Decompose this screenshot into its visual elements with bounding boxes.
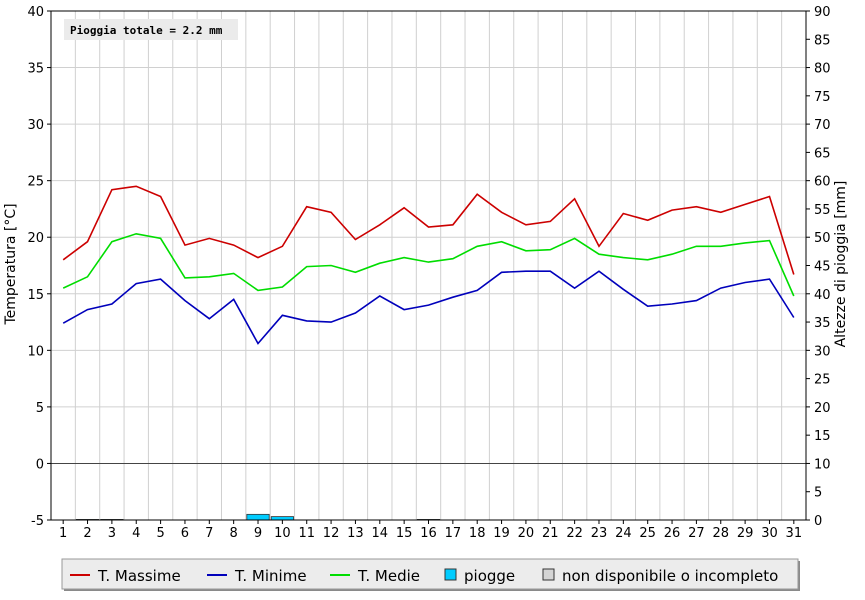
y2-tick-label: 80 xyxy=(814,62,831,77)
x-tick-label: 5 xyxy=(156,526,164,541)
annotation: Pioggia totale = 2.2 mm xyxy=(64,19,238,40)
y-tick-label: -5 xyxy=(31,514,44,529)
plot-area: -505101520253035400510152025303540455055… xyxy=(27,5,830,541)
legend-swatch-box xyxy=(444,568,457,581)
x-tick-label: 20 xyxy=(518,526,535,541)
y2-tick-label: 75 xyxy=(814,90,831,105)
x-tick-label: 19 xyxy=(493,526,510,541)
x-tick-label: 13 xyxy=(347,526,364,541)
y-axis-title: Temperatura [°C] xyxy=(3,203,19,325)
annotation-box xyxy=(64,19,238,40)
series-line-t-medie xyxy=(62,232,795,297)
x-tick-label: 17 xyxy=(445,526,462,541)
x-tick-label: 25 xyxy=(639,526,656,541)
y2-tick-label: 40 xyxy=(814,288,831,303)
x-tick-label: 10 xyxy=(274,526,291,541)
x-tick-label: 2 xyxy=(83,526,91,541)
y-tick-label: 15 xyxy=(27,288,44,303)
y2-tick-label: 90 xyxy=(814,5,831,20)
x-tick-label: 26 xyxy=(664,526,681,541)
y-tick-label: 25 xyxy=(27,175,44,190)
x-tick-label: 31 xyxy=(786,526,803,541)
y2-axis-title: Altezze di pioggia [mm] xyxy=(833,181,849,348)
x-tick-label: 24 xyxy=(615,526,632,541)
series-line-t-massime xyxy=(62,185,795,275)
y2-tick-label: 85 xyxy=(814,33,831,48)
x-tick-label: 15 xyxy=(396,526,413,541)
x-tick-label: 27 xyxy=(688,526,705,541)
y2-tick-label: 0 xyxy=(814,514,822,529)
legend-item-label: T. Massime xyxy=(97,567,181,585)
y2-tick-label: 35 xyxy=(814,316,831,331)
x-tick-label: 16 xyxy=(420,526,437,541)
legend-item-label: T. Medie xyxy=(357,567,420,585)
rain-bar xyxy=(270,516,294,521)
x-tick-label: 29 xyxy=(737,526,754,541)
x-tick-label: 28 xyxy=(712,526,729,541)
y2-tick-label: 10 xyxy=(814,457,831,472)
y-tick-label: 30 xyxy=(27,118,44,133)
y2-tick-label: 25 xyxy=(814,373,831,388)
x-tick-label: 12 xyxy=(323,526,340,541)
legend-item-label: piogge xyxy=(464,567,515,585)
y2-tick-label: 30 xyxy=(814,344,831,359)
legend: T. Massime T. Minime T. Medie piogge non dis… xyxy=(61,558,800,591)
series-line-t-minime xyxy=(62,270,795,345)
x-tick-label: 18 xyxy=(469,526,486,541)
x-tick-label: 3 xyxy=(108,526,116,541)
y2-tick-label: 50 xyxy=(814,231,831,246)
y-tick-label: 10 xyxy=(27,344,44,359)
y2-tick-label: 15 xyxy=(814,429,831,444)
x-tick-label: 8 xyxy=(230,526,238,541)
y2-tick-label: 45 xyxy=(814,260,831,275)
y-tick-label: 0 xyxy=(36,457,44,472)
x-tick-label: 7 xyxy=(205,526,213,541)
x-tick-label: 21 xyxy=(542,526,559,541)
x-tick-label: 9 xyxy=(254,526,262,541)
y2-tick-label: 55 xyxy=(814,203,831,218)
y2-tick-label: 5 xyxy=(814,486,822,501)
x-tick-label: 23 xyxy=(591,526,608,541)
legend-swatch-box xyxy=(542,568,555,581)
legend-item-label: T. Minime xyxy=(234,567,307,585)
legend-box xyxy=(61,558,799,590)
y2-tick-label: 70 xyxy=(814,118,831,133)
x-tick-label: 22 xyxy=(566,526,583,541)
y-tick-label: 40 xyxy=(27,5,44,20)
y2-tick-label: 60 xyxy=(814,175,831,190)
y2-tick-label: 65 xyxy=(814,146,831,161)
x-tick-label: 4 xyxy=(132,526,140,541)
x-tick-label: 6 xyxy=(181,526,189,541)
x-tick-label: 30 xyxy=(761,526,778,541)
x-tick-label: 1 xyxy=(59,526,67,541)
y2-tick-label: 20 xyxy=(814,401,831,416)
legend-item-label: non disponibile o incompleto xyxy=(562,567,778,585)
annotation-text: Pioggia totale = 2.2 mm xyxy=(70,24,223,37)
y-tick-label: 35 xyxy=(27,62,44,77)
x-tick-label: 11 xyxy=(298,526,315,541)
rain-bar xyxy=(246,513,270,521)
x-tick-label: 14 xyxy=(372,526,389,541)
y-tick-label: 5 xyxy=(36,401,44,416)
y-tick-label: 20 xyxy=(27,231,44,246)
